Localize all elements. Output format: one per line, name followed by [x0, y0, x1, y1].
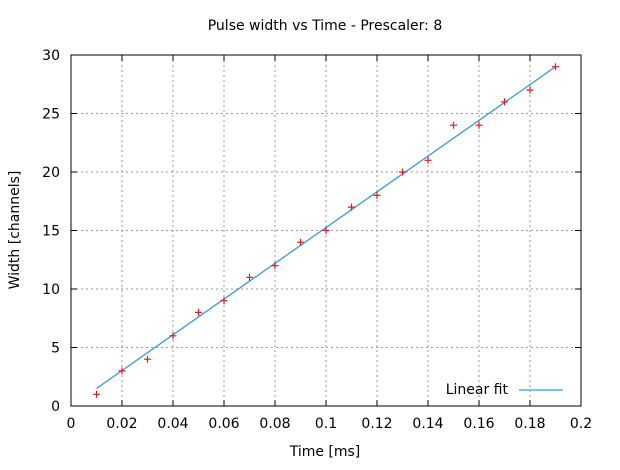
data-point [195, 308, 202, 316]
legend-label-linear-fit: Linear fit [446, 382, 509, 398]
data-point [169, 332, 177, 340]
x-tick-label: 0.2 [570, 416, 592, 432]
x-tick-label: 0.04 [157, 416, 188, 432]
data-point [501, 98, 508, 106]
data-point [526, 86, 534, 94]
x-tick-label: 0.18 [514, 416, 545, 432]
plot-border [70, 54, 582, 407]
data-point [552, 63, 559, 71]
data-point [118, 367, 126, 375]
y-tick-label: 5 [51, 341, 60, 357]
data-point [144, 355, 151, 363]
data-point [373, 191, 381, 199]
x-axis-label: Time [ms] [289, 444, 361, 460]
x-tick-label: 0.14 [412, 416, 443, 432]
y-tick-label: 30 [42, 48, 60, 64]
axes: 0 0.02 0.04 0.06 0.08 0.1 0.12 0.14 0.16 0.18 0.2 0… [42, 48, 592, 432]
x-tick-label: 0.16 [463, 416, 494, 432]
x-tick-label: 0.06 [208, 416, 239, 432]
x-tick-label: 0.12 [361, 416, 392, 432]
data-point [271, 262, 279, 270]
y-tick-label: 20 [42, 165, 60, 181]
data-point [348, 203, 355, 211]
y-tick-label: 25 [42, 107, 60, 123]
y-tick-label: 10 [42, 282, 60, 298]
chart-title: Pulse width vs Time - Prescaler: 8 [208, 18, 443, 34]
data-point [450, 121, 457, 129]
x-tick-label: 0.1 [315, 416, 337, 432]
y-tick-label: 0 [51, 399, 60, 415]
data-point [297, 238, 304, 246]
data-point [322, 227, 330, 234]
legend: Linear fit [446, 382, 563, 398]
y-tick-label: 15 [42, 224, 60, 240]
x-tick-label: 0.02 [106, 416, 137, 432]
x-tick-label: 0 [67, 416, 76, 432]
data-point [475, 121, 483, 129]
data-point [399, 168, 406, 176]
x-tick-label: 0.08 [259, 416, 290, 432]
data-point [220, 297, 228, 305]
y-axis-label: Width [channels] [7, 171, 23, 290]
data-point [424, 156, 432, 164]
data-point [246, 273, 253, 281]
data-point [93, 390, 100, 398]
data-points [93, 63, 559, 398]
